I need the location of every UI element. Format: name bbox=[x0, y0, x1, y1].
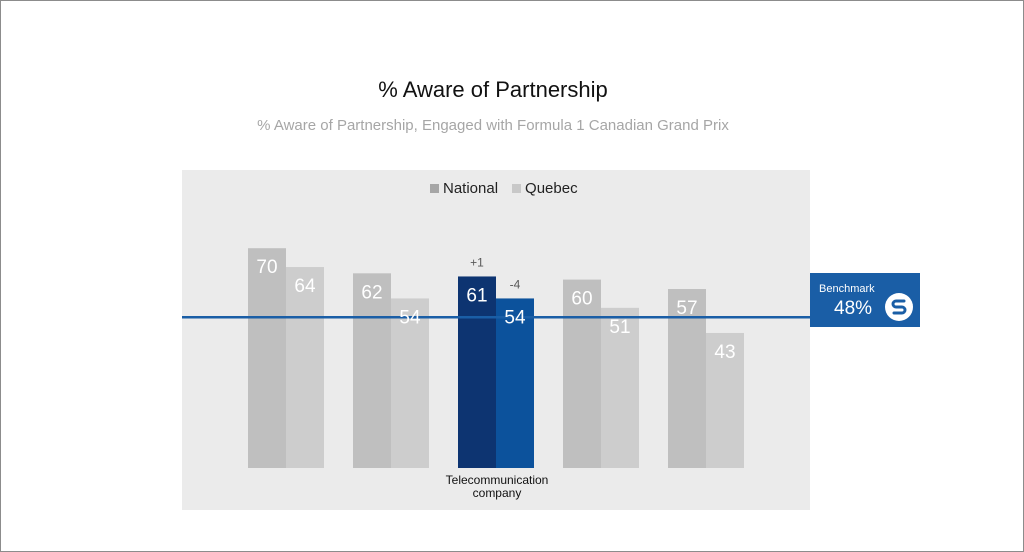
data-label-quebec-2: 54 bbox=[399, 307, 421, 328]
legend-swatch-quebec bbox=[512, 184, 522, 193]
bars-group bbox=[248, 248, 744, 468]
bar-national-3 bbox=[458, 276, 496, 468]
change-annotation-national: +1 bbox=[470, 255, 484, 269]
legend-swatch-national bbox=[430, 184, 439, 193]
brand-logo-icon bbox=[885, 293, 913, 321]
bar-national-4 bbox=[563, 279, 601, 468]
bar-quebec-3 bbox=[496, 298, 534, 468]
legend-label-national: National bbox=[443, 180, 499, 197]
data-label-quebec-1: 64 bbox=[294, 276, 316, 297]
bar-quebec-2 bbox=[391, 298, 429, 468]
bar-quebec-4 bbox=[601, 307, 639, 468]
data-label-national-1: 70 bbox=[256, 257, 277, 278]
benchmark-box: Benchmark 48% bbox=[810, 273, 920, 327]
data-label-quebec-4: 51 bbox=[609, 317, 630, 338]
data-label-quebec-5: 43 bbox=[714, 342, 735, 363]
chart-subtitle: % Aware of Partnership, Engaged with For… bbox=[257, 117, 729, 134]
data-label-quebec-3: 54 bbox=[504, 307, 526, 328]
data-label-national-5: 57 bbox=[676, 298, 697, 319]
chart-title: % Aware of Partnership bbox=[378, 77, 608, 102]
bar-national-2 bbox=[353, 273, 391, 468]
bar-quebec-5 bbox=[706, 332, 744, 468]
legend-item-quebec: Quebec bbox=[512, 180, 578, 197]
bar-national-1 bbox=[248, 248, 286, 468]
change-annotation-quebec: -4 bbox=[510, 277, 521, 291]
legend: National Quebec bbox=[430, 180, 578, 197]
data-label-national-3: 61 bbox=[466, 285, 487, 306]
bar-quebec-1 bbox=[286, 267, 324, 468]
benchmark-label: Benchmark bbox=[819, 283, 875, 295]
annotations-group: 70 64 62 54 61 +1 54 -4 60 51 57 43 bbox=[256, 255, 735, 363]
legend-label-quebec: Quebec bbox=[525, 180, 578, 197]
data-label-national-4: 60 bbox=[571, 289, 592, 310]
category-label-telecommunication: Telecommunication company bbox=[445, 473, 549, 500]
bar-national-5 bbox=[668, 289, 706, 468]
data-label-national-2: 62 bbox=[361, 282, 382, 303]
legend-item-national: National bbox=[430, 180, 498, 197]
benchmark-value: 48% bbox=[834, 298, 873, 319]
